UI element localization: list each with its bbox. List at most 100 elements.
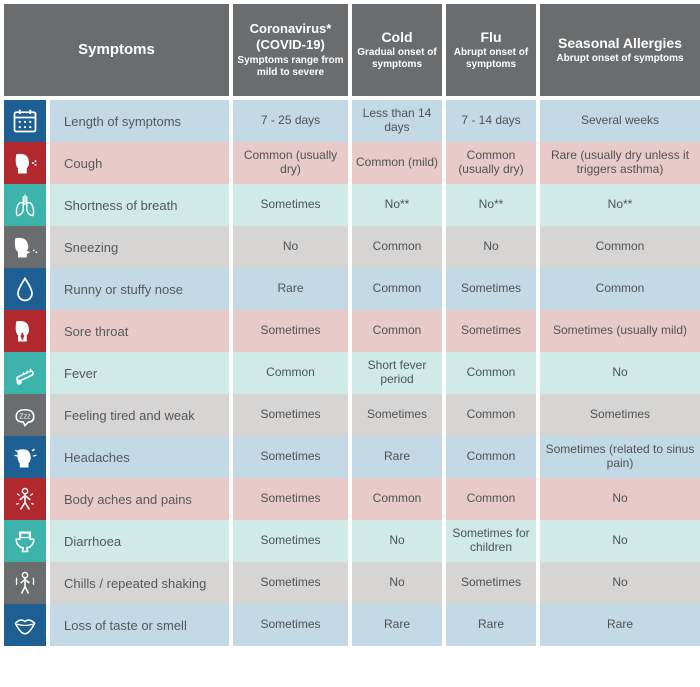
data-cell: Common [446, 394, 536, 436]
symptom-label: Length of symptoms [50, 100, 229, 142]
data-cell: No [540, 520, 700, 562]
symptom-label: Sneezing [50, 226, 229, 268]
toilet-icon [4, 520, 46, 562]
header-covid: Coronavirus* (COVID-19) Symptoms range f… [233, 4, 348, 96]
data-cell: Sometimes [446, 562, 536, 604]
table-row: HeadachesSometimesRareCommonSometimes (r… [4, 436, 696, 478]
data-cell: Common [540, 268, 700, 310]
symptom-label: Feeling tired and weak [50, 394, 229, 436]
data-cell: Common [446, 352, 536, 394]
table-row: Runny or stuffy noseRareCommonSometimesC… [4, 268, 696, 310]
data-cell: Several weeks [540, 100, 700, 142]
symptom-label: Shortness of breath [50, 184, 229, 226]
header-cold: Cold Gradual onset of symptoms [352, 4, 442, 96]
thermo-icon [4, 352, 46, 394]
symptom-label: Cough [50, 142, 229, 184]
header-cold-title: Cold [381, 29, 412, 46]
data-cell: Rare [233, 268, 348, 310]
data-cell: Sometimes [233, 184, 348, 226]
data-cell: No [352, 520, 442, 562]
data-cell: No [540, 352, 700, 394]
tired-icon [4, 394, 46, 436]
data-cell: Common [233, 352, 348, 394]
header-allergies: Seasonal Allergies Abrupt onset of sympt… [540, 4, 700, 96]
header-flu: Flu Abrupt onset of symptoms [446, 4, 536, 96]
data-cell: Rare [446, 604, 536, 646]
throat-icon [4, 310, 46, 352]
rows-container: Length of symptoms7 - 25 daysLess than 1… [4, 100, 696, 646]
data-cell: Sometimes [233, 604, 348, 646]
table-row: FeverCommonShort fever periodCommonNo [4, 352, 696, 394]
symptom-label: Runny or stuffy nose [50, 268, 229, 310]
data-cell: Common (mild) [352, 142, 442, 184]
symptom-label: Diarrhoea [50, 520, 229, 562]
data-cell: No [446, 226, 536, 268]
table-row: Body aches and painsSometimesCommonCommo… [4, 478, 696, 520]
header-covid-sub: Symptoms range from mild to severe [237, 55, 344, 79]
data-cell: Sometimes [233, 394, 348, 436]
data-cell: Common [352, 310, 442, 352]
table-row: CoughCommon (usually dry)Common (mild)Co… [4, 142, 696, 184]
data-cell: Sometimes for children [446, 520, 536, 562]
table-row: DiarrhoeaSometimesNoSometimes for childr… [4, 520, 696, 562]
table-row: Sore throatSometimesCommonSometimesSomet… [4, 310, 696, 352]
data-cell: Common [446, 478, 536, 520]
data-cell: Rare (usually dry unless it triggers ast… [540, 142, 700, 184]
data-cell: 7 - 25 days [233, 100, 348, 142]
symptom-label: Chills / repeated shaking [50, 562, 229, 604]
header-symptoms: Symptoms [4, 4, 229, 96]
data-cell: Sometimes [233, 520, 348, 562]
symptom-label: Body aches and pains [50, 478, 229, 520]
head-icon [4, 436, 46, 478]
symptom-label: Headaches [50, 436, 229, 478]
table-row: SneezingNoCommonNoCommon [4, 226, 696, 268]
data-cell: Common [352, 478, 442, 520]
data-cell: Sometimes [446, 310, 536, 352]
data-cell: Rare [540, 604, 700, 646]
data-cell: Sometimes [540, 394, 700, 436]
data-cell: Common [540, 226, 700, 268]
header-row: Symptoms Coronavirus* (COVID-19) Symptom… [4, 4, 696, 96]
data-cell: Sometimes [352, 394, 442, 436]
table-row: Loss of taste or smellSometimesRareRareR… [4, 604, 696, 646]
header-symptoms-title: Symptoms [78, 41, 155, 59]
header-covid-title: Coronavirus* (COVID-19) [250, 21, 332, 52]
data-cell: Rare [352, 604, 442, 646]
data-cell: Less than 14 days [352, 100, 442, 142]
header-cold-sub: Gradual onset of symptoms [356, 47, 438, 71]
data-cell: Sometimes [233, 562, 348, 604]
header-allergies-title: Seasonal Allergies [558, 35, 682, 52]
data-cell: No** [540, 184, 700, 226]
table-row: Feeling tired and weakSometimesSometimes… [4, 394, 696, 436]
data-cell: Sometimes [233, 478, 348, 520]
data-cell: Sometimes (related to sinus pain) [540, 436, 700, 478]
header-allergies-sub: Abrupt onset of symptoms [556, 53, 683, 65]
calendar-icon [4, 100, 46, 142]
data-cell: Rare [352, 436, 442, 478]
symptoms-comparison-table: Symptoms Coronavirus* (COVID-19) Symptom… [4, 4, 696, 646]
table-row: Length of symptoms7 - 25 daysLess than 1… [4, 100, 696, 142]
data-cell: Common [352, 268, 442, 310]
data-cell: Common [352, 226, 442, 268]
data-cell: 7 - 14 days [446, 100, 536, 142]
sneeze-icon [4, 226, 46, 268]
header-flu-sub: Abrupt onset of symptoms [450, 47, 532, 71]
data-cell: Sometimes [446, 268, 536, 310]
header-flu-title: Flu [481, 29, 502, 46]
data-cell: No [540, 478, 700, 520]
symptom-label: Fever [50, 352, 229, 394]
cough-icon [4, 142, 46, 184]
data-cell: Sometimes [233, 436, 348, 478]
mouth-icon [4, 604, 46, 646]
data-cell: No** [352, 184, 442, 226]
body-icon [4, 478, 46, 520]
symptom-label: Sore throat [50, 310, 229, 352]
data-cell: No [540, 562, 700, 604]
data-cell: Common (usually dry) [233, 142, 348, 184]
data-cell: No [233, 226, 348, 268]
table-row: Chills / repeated shakingSometimesNoSome… [4, 562, 696, 604]
data-cell: Sometimes [233, 310, 348, 352]
lungs-icon [4, 184, 46, 226]
table-row: Shortness of breathSometimesNo**No**No** [4, 184, 696, 226]
data-cell: Short fever period [352, 352, 442, 394]
